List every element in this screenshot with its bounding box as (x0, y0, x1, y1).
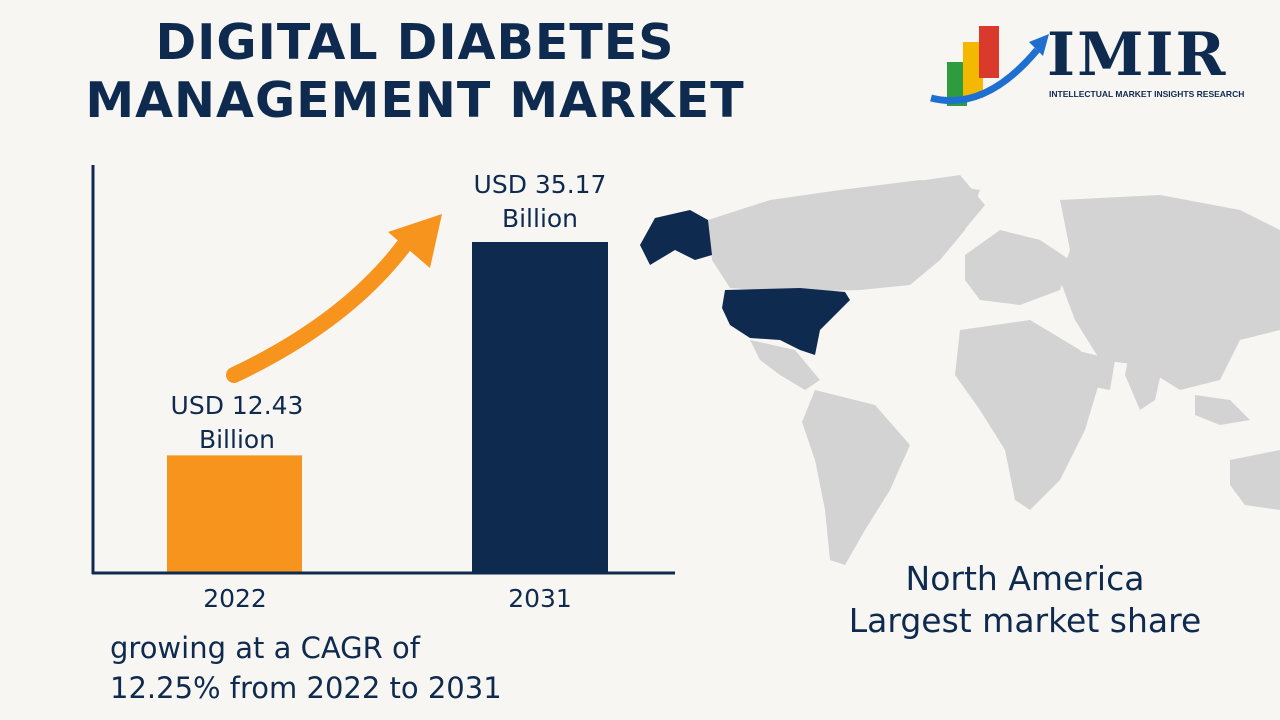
map-alaska (640, 210, 712, 265)
logo-wordmark: IMIR (1047, 20, 1228, 90)
map-south-america (802, 390, 910, 565)
map-southeast-asia (1195, 395, 1250, 425)
cagr-text: growing at a CAGR of 12.25% from 2022 to… (110, 628, 630, 708)
map-greenland (890, 175, 985, 235)
region-line-2: Largest market share (848, 601, 1202, 640)
map-usa (722, 288, 850, 355)
bar-value-label-2031-line-2: Billion (501, 204, 579, 233)
title-line-1: DIGITAL DIABETES (155, 14, 675, 71)
region-text: North America Largest market share (800, 558, 1250, 642)
map-north-america-highlight (640, 210, 850, 355)
bar-value-label-2022-line-2: Billion (198, 425, 276, 454)
region-line-1: North America (905, 559, 1145, 598)
growth-arrow-icon (226, 214, 442, 383)
map-africa (955, 320, 1100, 510)
map-australia (1230, 450, 1280, 510)
title-line-2: MANAGEMENT MARKET (85, 72, 745, 129)
cagr-line-1: growing at a CAGR of (110, 631, 420, 665)
bar-2022 (167, 455, 302, 572)
x-tick-label-2022: 2022 (203, 584, 267, 613)
bar-value-label-2022-line-1: USD 12.43 (170, 391, 304, 420)
cagr-line-2: 12.25% from 2022 to 2031 (110, 671, 502, 705)
x-tick-label-2031: 2031 (508, 584, 572, 613)
map-continents-gray (708, 175, 1280, 565)
map-europe (965, 230, 1070, 305)
page-title: DIGITAL DIABETES MANAGEMENT MARKET (55, 14, 775, 130)
bar-value-label-2022: USD 12.43 Billion (137, 389, 337, 457)
bar-chart (91, 165, 675, 575)
bar-value-label-2031-line-1: USD 35.17 (473, 170, 607, 199)
world-map (640, 175, 1280, 565)
logo-tagline: INTELLECTUAL MARKET INSIGHTS RESEARCH (1049, 89, 1245, 99)
bar-value-label-2031: USD 35.17 Billion (440, 168, 640, 236)
imir-logo-icon (930, 26, 1049, 106)
map-india (1125, 350, 1165, 410)
bar-2031 (472, 242, 608, 572)
map-arabia (1075, 350, 1115, 390)
map-asia (1060, 195, 1280, 390)
map-central-america (750, 340, 820, 390)
